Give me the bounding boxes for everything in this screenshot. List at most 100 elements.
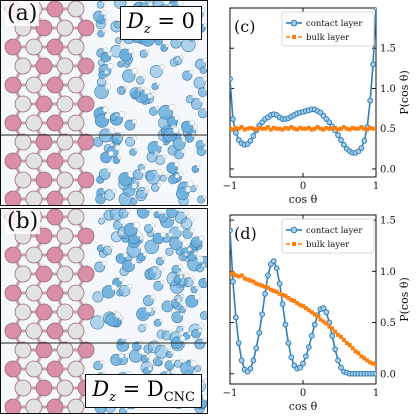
water-hydrogen [154, 151, 159, 156]
lattice-atom [15, 58, 31, 74]
lattice-atom [78, 134, 94, 150]
lattice-atom [5, 153, 21, 169]
water-hydrogen [169, 233, 173, 237]
water-hydrogen [132, 183, 137, 188]
water-hydrogen [159, 319, 162, 322]
lattice-atom [68, 323, 84, 339]
water-hydrogen [102, 261, 107, 266]
data-point [374, 6, 379, 11]
lattice-atom [47, 153, 63, 169]
chart-panel-label: (d) [234, 224, 257, 243]
lattice-atom [57, 228, 73, 244]
water-hydrogen [146, 307, 152, 313]
lattice-atom [68, 191, 84, 205]
lattice-atom [26, 153, 42, 169]
legend-marker [292, 35, 296, 39]
data-point [231, 117, 236, 122]
water-hydrogen [132, 69, 138, 75]
lattice-atom [68, 77, 84, 93]
water-hydrogen [120, 132, 125, 137]
data-point [368, 98, 373, 103]
water-hydrogen [158, 266, 164, 272]
lattice-atom [26, 77, 42, 93]
x-tick-label: −1 [223, 181, 238, 192]
dz-value: = D [116, 377, 164, 401]
water-hydrogen [126, 209, 130, 212]
water-hydrogen [115, 114, 118, 117]
water-hydrogen [181, 149, 185, 153]
water-hydrogen [203, 195, 206, 198]
water-hydrogen [123, 86, 127, 90]
y-tick-label: 0.0 [380, 369, 396, 380]
lattice-atom [78, 96, 94, 112]
dz-symbol: D [127, 9, 144, 33]
lattice-atom [68, 361, 84, 377]
data-point [374, 371, 379, 376]
lattice-atom [26, 399, 42, 413]
water-hydrogen [100, 360, 104, 364]
data-point [251, 134, 256, 139]
water-hydrogen [180, 360, 183, 363]
water-hydrogen [169, 104, 175, 110]
water-hydrogen [164, 344, 170, 350]
water-hydrogen [173, 127, 179, 133]
water-hydrogen [195, 294, 201, 300]
lattice-atom [57, 266, 73, 282]
legend-marker [291, 20, 297, 26]
water-hydrogen [197, 256, 203, 262]
data-point [274, 266, 279, 271]
data-point [304, 354, 309, 359]
water-hydrogen [194, 251, 198, 255]
data-point [333, 347, 338, 352]
dz-value: = 0 [151, 9, 195, 33]
water-hydrogen [179, 131, 183, 135]
y-tick-label: 1.0 [380, 267, 396, 278]
x-axis-label: cos θ [289, 400, 318, 413]
data-point [263, 291, 268, 296]
water-hydrogen [192, 125, 198, 131]
series-bulk-layer [228, 271, 378, 366]
water-hydrogen [160, 281, 164, 285]
water-hydrogen [189, 70, 193, 74]
data-point [283, 322, 288, 327]
water-hydrogen [101, 10, 106, 15]
data-point [271, 259, 276, 264]
data-point [374, 363, 378, 367]
y-tick-label: 0.0 [380, 164, 396, 175]
water-hydrogen [115, 312, 121, 318]
data-point [251, 358, 256, 363]
water-hydrogen [108, 52, 112, 56]
x-tick-label: 1 [373, 388, 379, 399]
water-hydrogen [119, 277, 123, 281]
water-hydrogen [177, 299, 181, 303]
water-hydrogen [128, 48, 134, 54]
lattice-atom [5, 115, 21, 131]
lattice-atom [15, 96, 31, 112]
lattice-atom [36, 266, 52, 282]
water-hydrogen [198, 323, 204, 329]
water-hydrogen [137, 232, 142, 237]
lattice-atom [47, 1, 63, 17]
water-hydrogen [112, 189, 117, 194]
data-point [280, 302, 285, 307]
water-hydrogen [107, 168, 112, 173]
water-hydrogen [123, 253, 127, 257]
lattice-atom [47, 115, 63, 131]
lattice-atom [57, 96, 73, 112]
water-hydrogen [145, 49, 148, 52]
water-hydrogen [203, 140, 207, 144]
water-hydrogen [140, 169, 145, 174]
dz-subscript: z [109, 390, 116, 405]
lattice-atom [47, 209, 63, 225]
water-hydrogen [205, 87, 207, 91]
water-hydrogen [122, 338, 125, 341]
lattice-atom [68, 209, 84, 225]
water-hydrogen [119, 231, 124, 236]
lattice-atom [15, 266, 31, 282]
y-tick-label: 1.5 [380, 44, 396, 55]
lattice-atom [26, 247, 42, 263]
water-hydrogen [111, 285, 117, 291]
lattice-atom [78, 228, 94, 244]
